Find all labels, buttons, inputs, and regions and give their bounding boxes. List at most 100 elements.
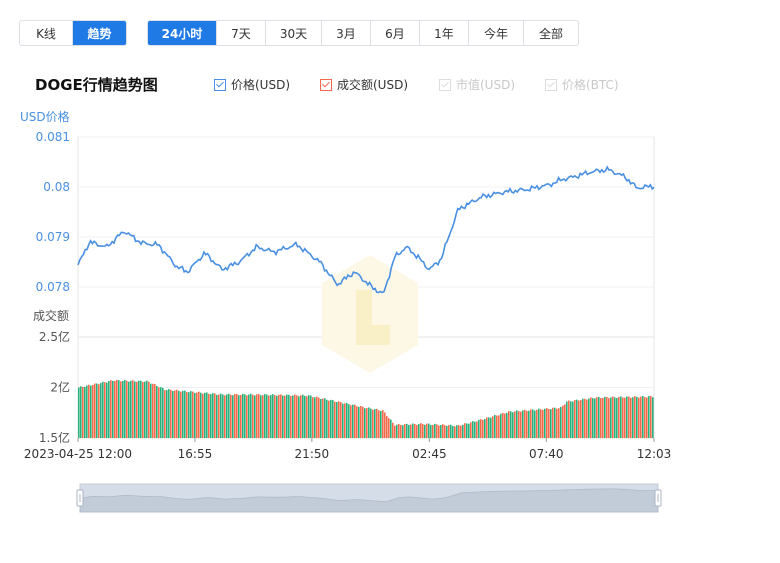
volume-bar <box>98 384 100 438</box>
volume-bar <box>390 419 392 438</box>
volume-bar <box>166 390 168 438</box>
volume-bar <box>208 393 210 438</box>
legend-price-usd[interactable]: 价格(USD) <box>214 76 290 93</box>
volume-tick-label: 2亿 <box>50 380 70 395</box>
volume-bar <box>594 398 596 438</box>
volume-axis-title: 成交额 <box>33 309 70 323</box>
volume-bar <box>260 395 262 438</box>
checkbox-icon <box>545 78 557 91</box>
tab-1y[interactable]: 1年 <box>420 21 469 45</box>
volume-bar <box>246 395 248 438</box>
volume-bar <box>236 394 238 438</box>
volume-bar <box>156 385 158 438</box>
volume-bar <box>382 410 384 438</box>
volume-bar <box>308 395 310 438</box>
period-tabs: 24小时 7天 30天 3月 6月 1年 今年 全部 <box>147 20 579 46</box>
volume-bar <box>426 423 428 438</box>
volume-bar <box>86 385 88 438</box>
volume-bar <box>618 396 620 438</box>
volume-bar <box>122 380 124 438</box>
volume-bar <box>272 394 274 438</box>
volume-bar <box>334 401 336 438</box>
tab-7d[interactable]: 7天 <box>217 21 266 45</box>
volume-bar <box>238 395 240 438</box>
volume-bar <box>568 400 570 438</box>
tab-30d[interactable]: 30天 <box>266 21 322 45</box>
volume-bar <box>402 425 404 438</box>
volume-bar <box>138 380 140 438</box>
tab-3m[interactable]: 3月 <box>322 21 371 45</box>
checkbox-icon <box>439 78 451 91</box>
tab-ytd[interactable]: 今年 <box>469 21 524 45</box>
volume-bar <box>494 415 496 438</box>
volume-bar <box>384 412 386 438</box>
volume-bar <box>628 396 630 438</box>
volume-bar <box>304 395 306 438</box>
legend-label: 市值(USD) <box>456 78 516 92</box>
volume-bar <box>398 423 400 438</box>
volume-bar <box>418 424 420 438</box>
volume-bar <box>188 392 190 438</box>
volume-bar <box>410 424 412 438</box>
volume-bar <box>446 426 448 438</box>
volume-bar <box>548 409 550 438</box>
volume-bar <box>636 396 638 438</box>
grid-lines <box>77 136 655 439</box>
volume-bar <box>210 394 212 438</box>
volume-bar <box>192 391 194 438</box>
volume-bar <box>360 405 362 438</box>
tab-6m[interactable]: 6月 <box>371 21 420 45</box>
volume-bar <box>332 400 334 438</box>
volume-bar <box>214 393 216 438</box>
volume-bar <box>640 396 642 438</box>
volume-bar <box>354 404 356 438</box>
volume-bar <box>400 424 402 438</box>
volume-bar <box>196 392 198 438</box>
price-axis-title: USD价格 <box>20 110 70 124</box>
volume-tick-label: 2.5亿 <box>39 329 70 344</box>
tab-trend[interactable]: 趋势 <box>73 21 126 45</box>
volume-bar <box>198 391 200 438</box>
volume-bar <box>498 415 500 438</box>
volume-bar <box>352 404 354 438</box>
tab-kline[interactable]: K线 <box>20 21 74 45</box>
volume-bar <box>320 399 322 438</box>
volume-bar <box>358 406 360 438</box>
volume-bar <box>432 424 434 438</box>
volume-bar <box>144 381 146 438</box>
volume-bar <box>554 407 556 438</box>
volume-bar <box>324 398 326 438</box>
volume-bar <box>296 395 298 438</box>
volume-bar <box>366 408 368 438</box>
volume-bar <box>588 398 590 438</box>
volume-bar <box>146 380 148 438</box>
volume-bar <box>444 425 446 438</box>
volume-bar <box>374 409 376 438</box>
tab-24h[interactable]: 24小时 <box>148 21 217 45</box>
volume-bar <box>456 425 458 438</box>
volume-bar <box>480 419 482 438</box>
legend-volume-usd[interactable]: 成交额(USD) <box>320 76 408 93</box>
volume-bar <box>114 381 116 438</box>
volume-bar <box>356 406 358 438</box>
volume-bar <box>362 406 364 438</box>
volume-bar <box>310 395 312 438</box>
volume-bar <box>158 387 160 438</box>
volume-bar <box>348 404 350 438</box>
volume-bar <box>626 396 628 438</box>
volume-bar <box>82 386 84 438</box>
volume-bar <box>174 390 176 438</box>
volume-bar <box>482 419 484 438</box>
tab-all[interactable]: 全部 <box>538 26 563 41</box>
volume-bar <box>460 425 462 438</box>
volume-bar <box>590 397 592 438</box>
volume-bar <box>508 411 510 438</box>
volume-bar <box>216 394 218 438</box>
volume-bar <box>610 397 612 438</box>
volume-bar <box>136 381 138 438</box>
range-navigator[interactable] <box>76 483 662 513</box>
volume-bar <box>84 387 86 438</box>
volume-bar <box>394 425 396 438</box>
volume-bar <box>118 380 120 438</box>
